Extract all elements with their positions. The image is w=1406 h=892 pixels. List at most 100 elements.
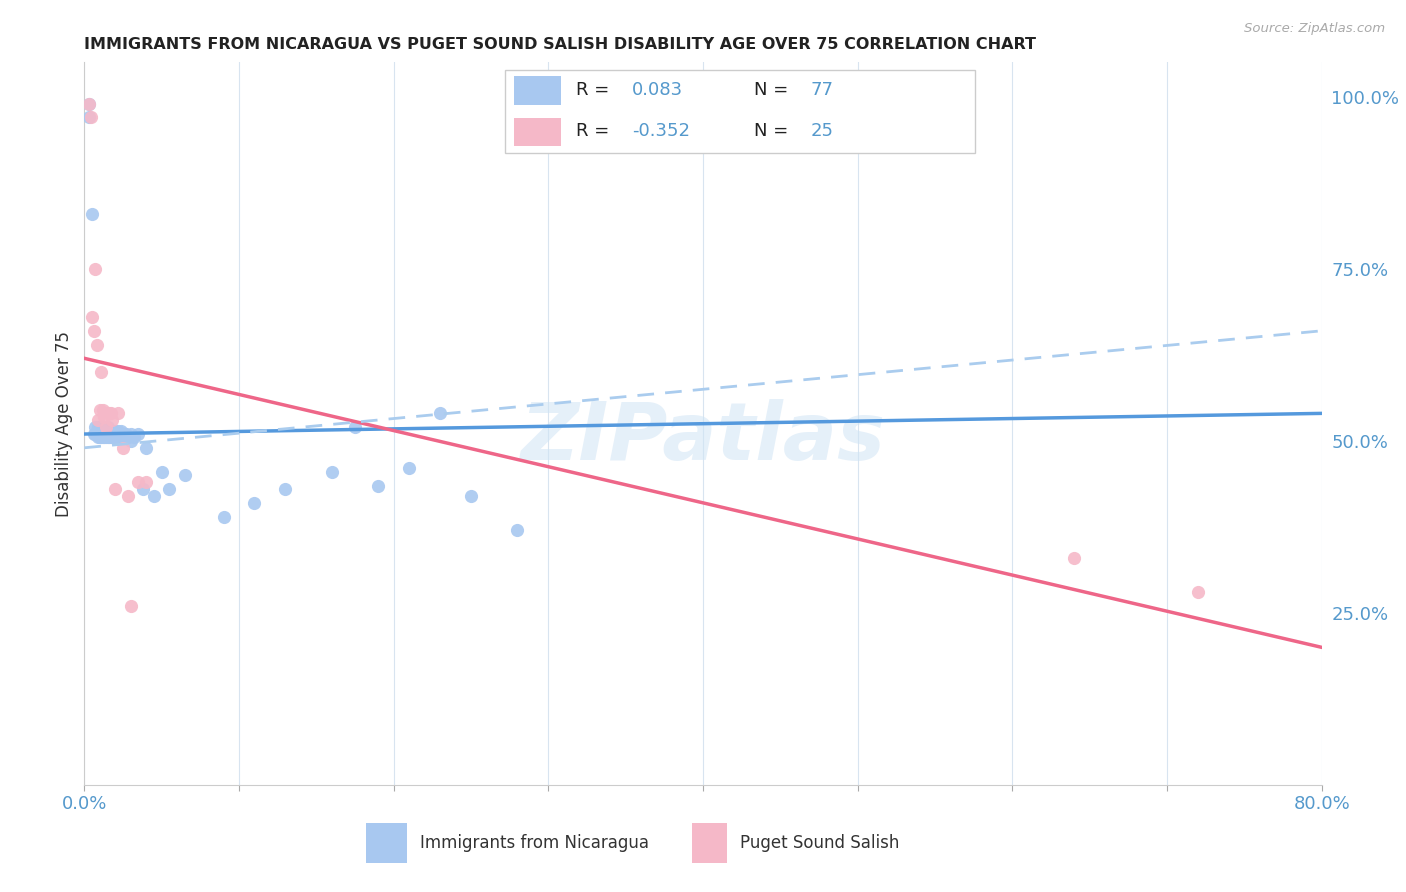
Point <box>77 96 100 111</box>
Point <box>94 424 117 438</box>
Point <box>84 261 107 276</box>
Text: IMMIGRANTS FROM NICARAGUA VS PUGET SOUND SALISH DISABILITY AGE OVER 75 CORRELATI: IMMIGRANTS FROM NICARAGUA VS PUGET SOUND… <box>84 37 1036 52</box>
Point <box>87 420 110 434</box>
Point <box>103 427 125 442</box>
Point <box>343 420 366 434</box>
Point <box>460 489 482 503</box>
Point <box>115 427 138 442</box>
Text: Source: ZipAtlas.com: Source: ZipAtlas.com <box>1244 22 1385 36</box>
Point <box>90 427 112 442</box>
Point <box>122 430 145 444</box>
Point <box>89 424 111 438</box>
Point <box>108 427 131 442</box>
Point <box>86 337 108 351</box>
Point <box>90 430 112 444</box>
Point <box>98 424 121 438</box>
Point <box>135 475 157 490</box>
Point <box>98 406 121 420</box>
Point <box>89 430 111 444</box>
Point <box>89 427 111 442</box>
Point <box>100 430 122 444</box>
Point <box>105 427 128 442</box>
Point <box>82 207 104 221</box>
Point <box>274 482 297 496</box>
Point <box>104 430 127 444</box>
Point <box>98 430 121 444</box>
Point <box>93 420 115 434</box>
Point <box>90 365 112 379</box>
Point <box>91 403 114 417</box>
Point <box>83 427 105 442</box>
Point <box>89 403 111 417</box>
Point <box>110 424 132 438</box>
Point <box>86 427 108 442</box>
Point <box>91 427 114 442</box>
Point <box>79 111 101 125</box>
Point <box>174 468 197 483</box>
Point <box>127 475 149 490</box>
Point <box>87 424 110 438</box>
Point <box>96 420 118 434</box>
Point <box>100 427 122 442</box>
Point <box>100 406 122 420</box>
Y-axis label: Disability Age Over 75: Disability Age Over 75 <box>55 331 73 516</box>
Point <box>110 427 132 442</box>
Point <box>101 413 124 427</box>
Point <box>77 96 100 111</box>
Point <box>321 465 343 479</box>
Point <box>101 430 124 444</box>
Point <box>84 420 107 434</box>
Point <box>114 427 136 442</box>
Point <box>120 427 142 442</box>
Point <box>127 427 149 442</box>
Point <box>101 427 124 442</box>
Point <box>94 420 117 434</box>
Point <box>96 424 118 438</box>
Point <box>143 489 166 503</box>
Point <box>103 430 125 444</box>
Point <box>120 434 142 448</box>
Point <box>98 427 121 442</box>
Point <box>135 441 157 455</box>
Point <box>96 427 118 442</box>
Point <box>112 430 135 444</box>
Point <box>84 427 107 442</box>
Point <box>104 482 127 496</box>
Point <box>506 524 529 538</box>
Point <box>117 430 139 444</box>
Point <box>150 465 173 479</box>
Point <box>83 324 105 338</box>
Point <box>90 420 112 434</box>
Point <box>107 427 129 442</box>
Point <box>89 420 111 434</box>
Point <box>87 413 110 427</box>
Point <box>132 482 155 496</box>
Point <box>243 496 266 510</box>
Text: ZIPatlas: ZIPatlas <box>520 399 886 477</box>
Point <box>104 427 127 442</box>
Point <box>91 424 114 438</box>
Point <box>101 424 124 438</box>
Point <box>1063 550 1085 565</box>
Point <box>112 427 135 442</box>
Point <box>398 461 420 475</box>
Point <box>107 406 129 420</box>
Point <box>159 482 180 496</box>
Point <box>108 430 131 444</box>
Point <box>77 111 100 125</box>
Point <box>212 509 235 524</box>
Point <box>367 478 389 492</box>
Point <box>107 424 129 438</box>
Point <box>94 427 117 442</box>
Point <box>93 427 115 442</box>
Point <box>87 430 110 444</box>
Point <box>117 489 139 503</box>
Point <box>94 430 117 444</box>
Point <box>104 424 127 438</box>
Point <box>91 430 114 444</box>
Point <box>105 430 128 444</box>
Point <box>93 430 115 444</box>
Point <box>96 406 118 420</box>
Point <box>112 441 135 455</box>
Point <box>96 430 118 444</box>
